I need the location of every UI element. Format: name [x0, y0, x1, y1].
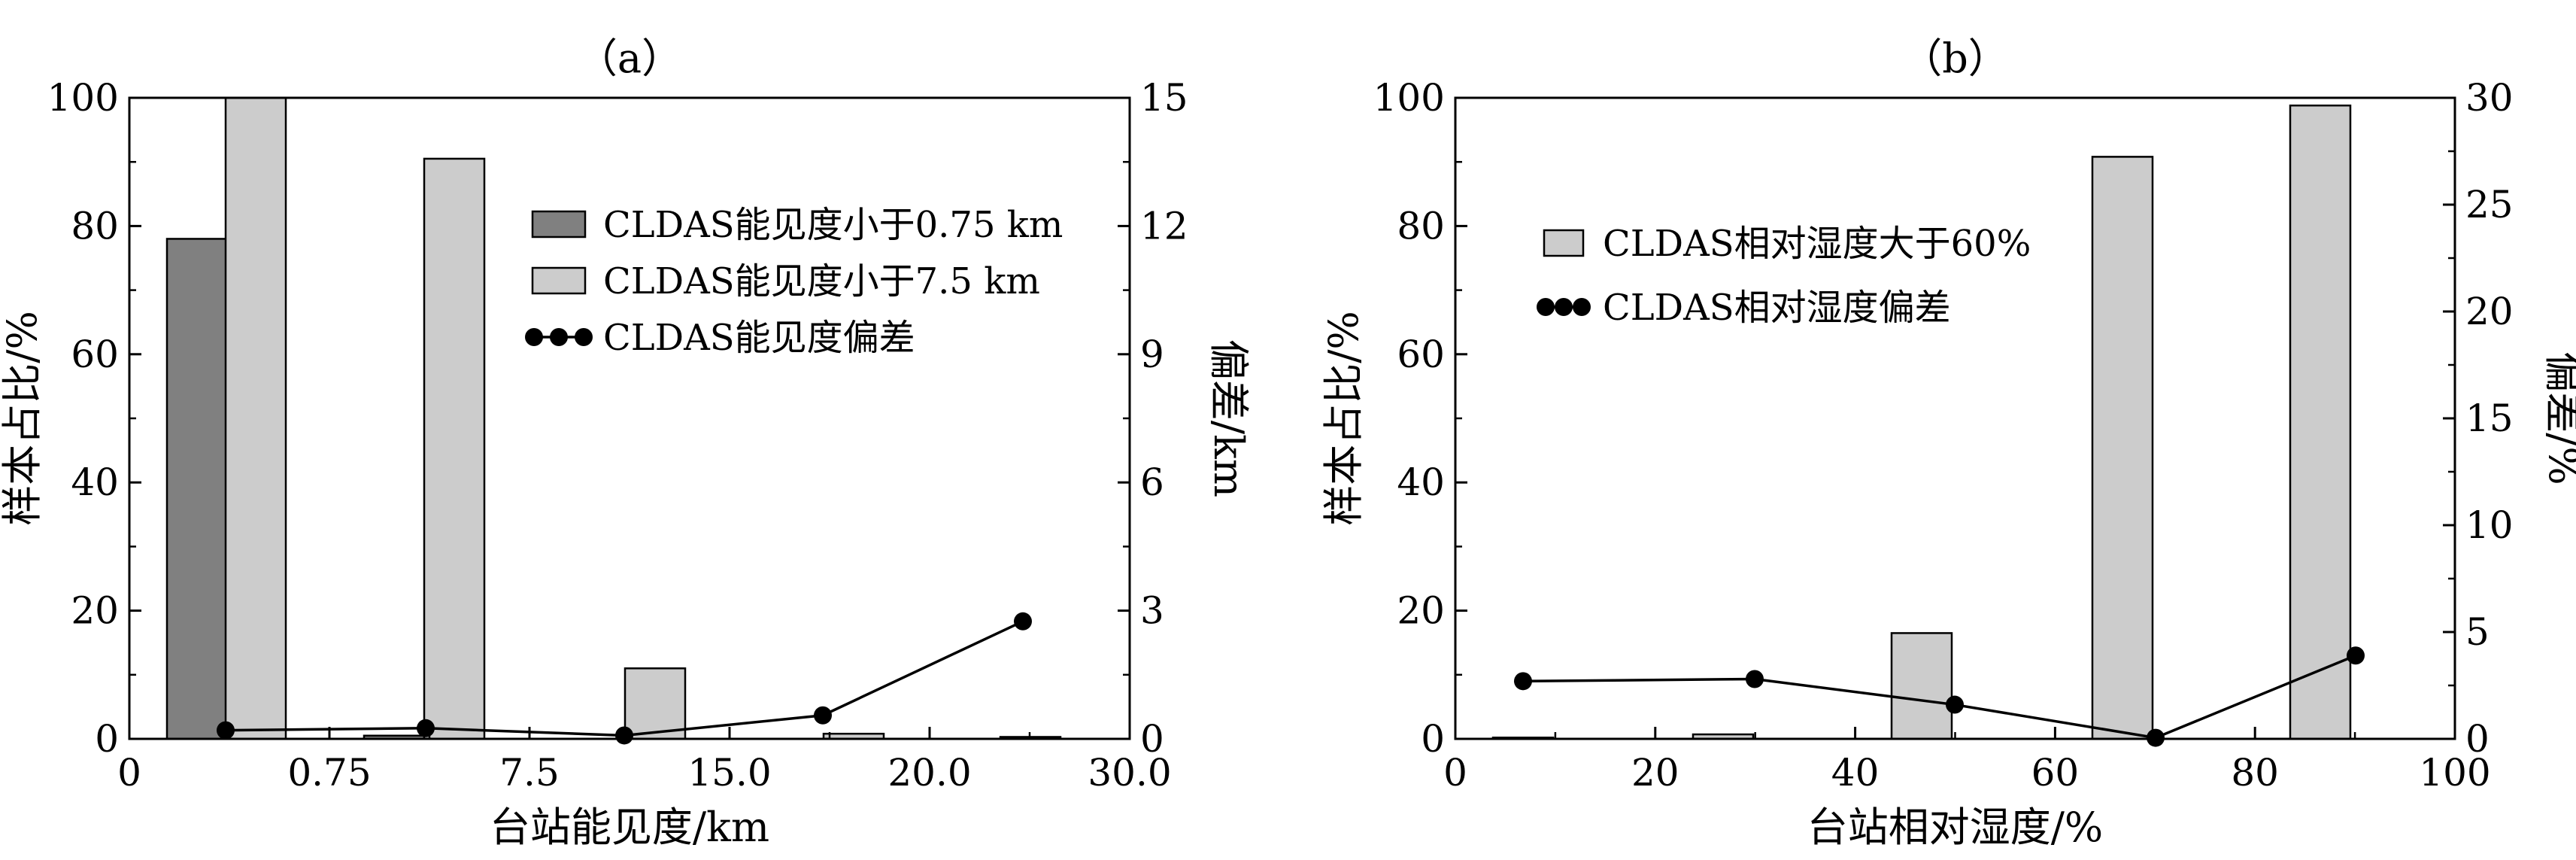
y2-tick-label: 12	[1140, 204, 1188, 248]
bar-1-4	[2091, 156, 2154, 740]
bar-2-2	[423, 157, 486, 740]
y2-tick-label: 10	[2465, 503, 2514, 547]
legend-marker-2	[1555, 298, 1573, 316]
y-tick-label: 40	[1397, 460, 1445, 504]
x-tick-label: 20.0	[887, 751, 971, 795]
bar-1-3	[1890, 632, 1953, 740]
legend-label-2: CLDAS相对湿度偏差	[1603, 287, 1951, 329]
legend-marker-1	[1537, 298, 1555, 316]
y-tick-label: 80	[71, 204, 119, 248]
legend-swatch-2	[531, 266, 587, 295]
y-tick-label: 100	[47, 76, 119, 120]
legend-label-1: CLDAS相对湿度大于60%	[1603, 223, 2031, 265]
legend-swatch-1	[531, 210, 587, 239]
y-tick-label: 20	[1397, 589, 1445, 633]
y-tick-label: 60	[71, 333, 119, 376]
bias-point-1	[217, 721, 235, 740]
bar-2-1	[224, 96, 287, 740]
y2-tick-label: 15	[1140, 76, 1188, 120]
bias-point-4	[814, 706, 832, 725]
bar-2-3	[624, 667, 687, 740]
legend-label-1: CLDAS能见度小于0.75 km	[603, 204, 1063, 246]
x-tick-label: 0	[1443, 751, 1467, 795]
y-tick-label: 100	[1373, 76, 1445, 120]
x-tick-label: 30.0	[1088, 751, 1171, 795]
y-tick-label: 60	[1397, 333, 1445, 376]
legend-label-2: CLDAS能见度小于7.5 km	[603, 260, 1040, 302]
y-tick-label: 40	[71, 460, 119, 504]
bias-point-1	[1514, 672, 1532, 691]
y2-tick-label: 30	[2465, 76, 2514, 120]
chart-panel-a: 0 20 40 60 80 100 0 3 6 9 12 15 0 0.75 7.5 15.0 20.0 30.0…	[0, 35, 1252, 851]
y2-tick-label: 9	[1140, 333, 1164, 376]
bias-point-2	[1746, 670, 1764, 688]
y2-tick-label: 6	[1140, 460, 1164, 504]
x-tick-label: 100	[2419, 751, 2490, 795]
bar-1-1	[165, 238, 229, 740]
bias-point-3	[1946, 695, 1964, 714]
legend-label-3: CLDAS能见度偏差	[603, 317, 915, 359]
y-tick-label: 0	[95, 717, 119, 761]
y2-tick-label: 15	[2465, 397, 2514, 440]
y2-tick-label: 20	[2465, 290, 2514, 333]
y2-tick-label: 0	[1140, 717, 1164, 761]
x-tick-label: 7.5	[499, 751, 560, 795]
panel-title: （b）	[1901, 35, 2009, 82]
x-tick-label: 0	[117, 751, 141, 795]
bias-point-5	[2347, 646, 2365, 665]
legend-marker-3	[1573, 298, 1591, 316]
y2-tick-label: 5	[2465, 610, 2490, 654]
bias-point-3	[615, 726, 633, 745]
x-axis-label: 台站能见度/km	[490, 804, 769, 851]
y2-axis-label: 偏差/km	[1205, 339, 1252, 497]
x-axis-label: 台站相对湿度/%	[1807, 804, 2104, 851]
y-tick-label: 0	[1421, 717, 1445, 761]
bias-point-2	[417, 719, 435, 737]
y2-tick-label: 3	[1140, 589, 1164, 633]
x-tick-label: 40	[1831, 751, 1880, 795]
x-tick-label: 60	[2031, 751, 2080, 795]
y2-axis-label: 偏差/%	[2540, 351, 2576, 485]
panel-title: （a）	[577, 35, 682, 82]
legend-swatch-1	[1543, 229, 1585, 257]
bar-1-5	[2289, 104, 2352, 740]
legend-marker-3	[575, 328, 593, 346]
y2-tick-label: 25	[2465, 183, 2514, 226]
x-tick-label: 80	[2231, 751, 2279, 795]
y-tick-label: 80	[1397, 204, 1445, 248]
y-axis-label: 样本占比/%	[0, 311, 46, 526]
y-axis-label: 样本占比/%	[1320, 311, 1367, 526]
y-tick-label: 20	[71, 589, 119, 633]
x-tick-label: 20	[1631, 751, 1679, 795]
legend-marker-2	[550, 328, 568, 346]
x-tick-label: 15.0	[687, 751, 771, 795]
x-tick-label: 0.75	[287, 751, 371, 795]
bias-point-5	[1014, 612, 1032, 631]
legend-marker-1	[525, 328, 543, 346]
y2-tick-label: 0	[2465, 717, 2490, 761]
